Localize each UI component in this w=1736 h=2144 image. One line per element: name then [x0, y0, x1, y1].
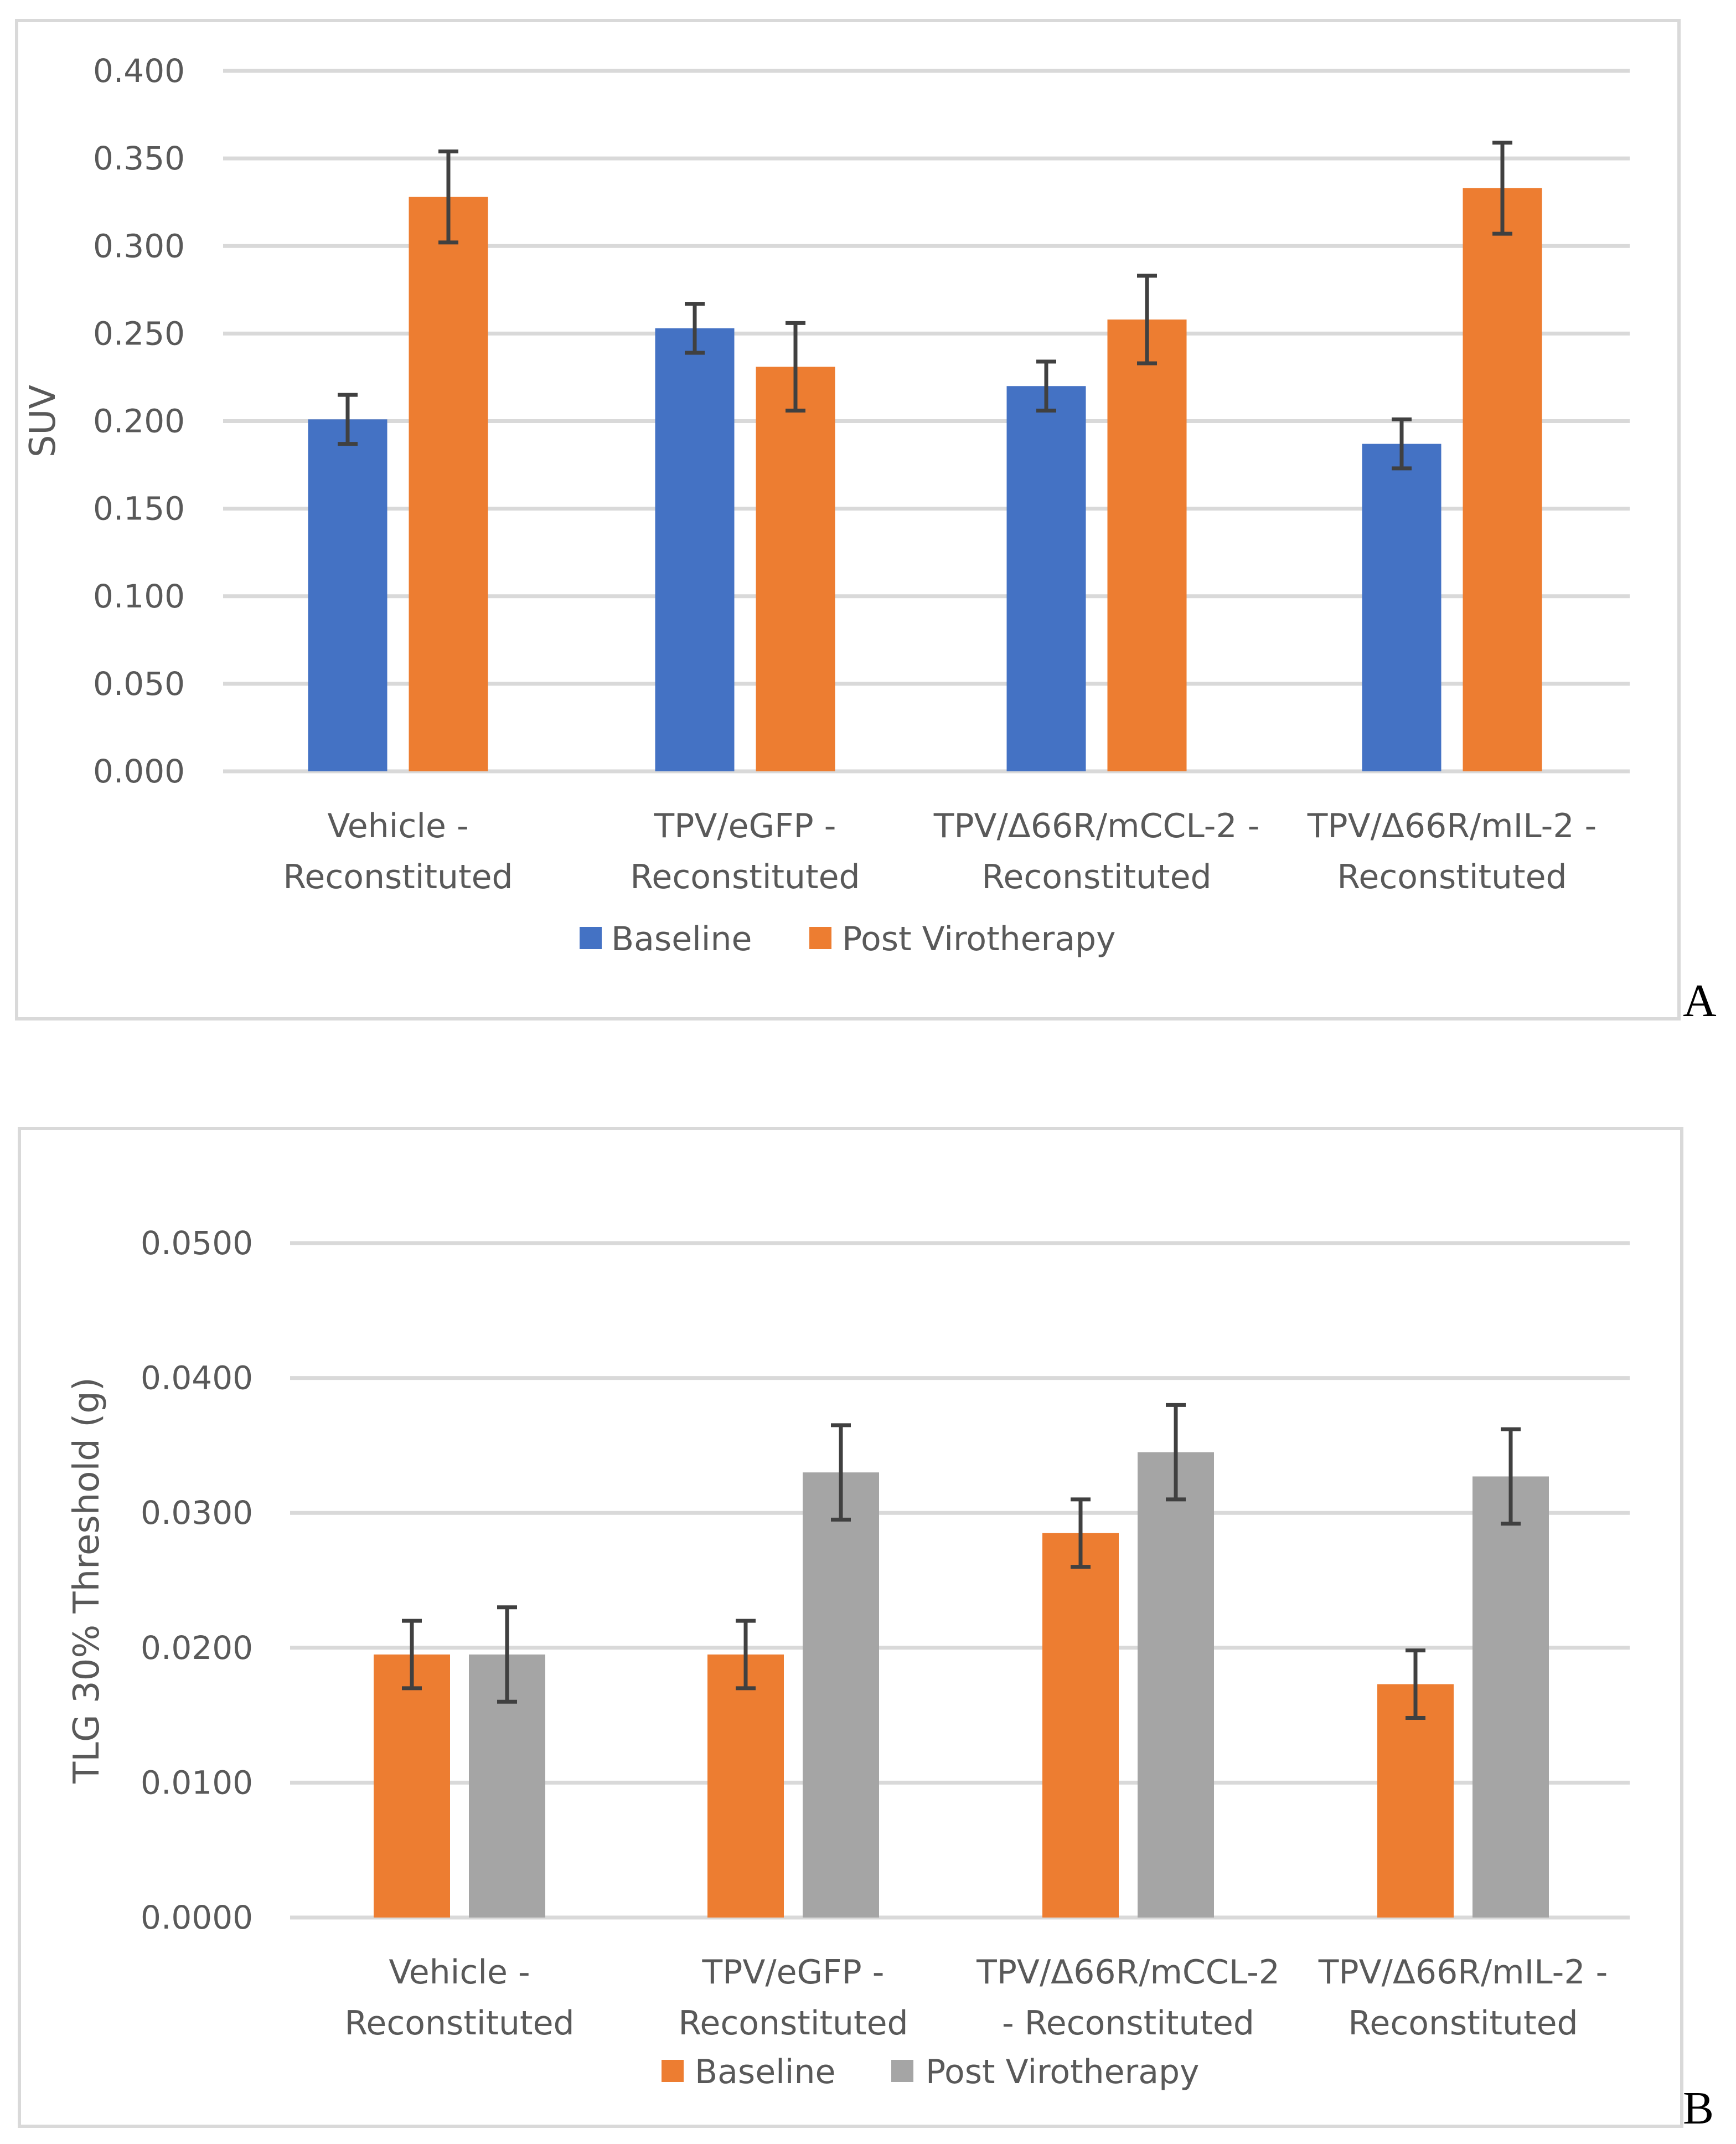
x-tick-label: Reconstituted — [283, 858, 513, 896]
bar-post-virotherapy — [1472, 1476, 1549, 1918]
y-tick-label: 0.0400 — [141, 1359, 253, 1397]
x-tick-label: Vehicle - — [327, 807, 468, 846]
error-bar — [1036, 359, 1056, 413]
panel-label: B — [1683, 2083, 1714, 2134]
x-tick-label: Vehicle - — [389, 1953, 530, 1992]
panel-label: A — [1683, 975, 1717, 1027]
error-bar — [497, 1605, 517, 1704]
error-bar — [1071, 1497, 1091, 1569]
error-bar — [1492, 141, 1512, 236]
legend-swatch — [580, 927, 602, 949]
x-tick-label: Reconstituted — [1337, 858, 1567, 896]
bar-baseline — [707, 1654, 784, 1918]
bar-post-virotherapy — [1107, 319, 1187, 771]
bar-baseline — [1377, 1684, 1454, 1918]
bar-post-virotherapy — [1463, 188, 1542, 772]
error-bar — [1406, 1648, 1425, 1720]
chart-panel-b: B 0.0000 0.0100 0.0200 0.0300 0.0400 0.0500 TLG… — [18, 1127, 1714, 2134]
error-bar — [685, 302, 705, 355]
y-tick-label: 0.000 — [93, 753, 185, 790]
y-tick-label: 0.150 — [93, 490, 185, 528]
y-tick-label: 0.200 — [93, 403, 185, 440]
x-tick-label: Reconstituted — [678, 2004, 908, 2043]
bar-baseline — [1362, 444, 1442, 771]
x-tick-label: TPV/Δ66R/mCCL-2 — [976, 1953, 1280, 1992]
y-tick-label: 0.0500 — [141, 1224, 253, 1262]
error-bar — [438, 149, 458, 245]
y-tick-label: 0.0100 — [141, 1764, 253, 1801]
x-tick-label: TPV/Δ66R/mIL-2 - — [1318, 1953, 1608, 1992]
y-tick-label: 0.0200 — [141, 1629, 253, 1667]
bar-baseline — [1006, 386, 1086, 771]
legend-label: Baseline — [695, 2053, 835, 2091]
x-tick-label: TPV/eGFP - — [654, 807, 836, 846]
x-tick-label: Reconstituted — [630, 858, 860, 896]
y-tick-label: 0.350 — [93, 140, 185, 177]
x-tick-label: TPV/Δ66R/mCCL-2 - — [933, 807, 1260, 846]
legend-swatch — [809, 927, 831, 949]
x-tick-label: - Reconstituted — [1002, 2004, 1254, 2043]
legend-label: Baseline — [611, 920, 752, 958]
error-bar — [831, 1423, 851, 1522]
error-bar — [1137, 274, 1157, 365]
error-bar — [1501, 1427, 1521, 1526]
x-tick-label: Reconstituted — [1348, 2004, 1578, 2043]
legend-label: Post Virotherapy — [842, 920, 1116, 958]
y-axis-title: TLG 30% Threshold (g) — [66, 1377, 107, 1784]
y-tick-label: 0.050 — [93, 665, 185, 703]
bar-post-virotherapy — [803, 1472, 879, 1918]
error-bar — [402, 1619, 422, 1691]
y-tick-label: 0.0000 — [141, 1899, 253, 1936]
bar-post-virotherapy — [409, 197, 488, 772]
y-tick-label: 0.250 — [93, 315, 185, 352]
y-axis-title: SUV — [23, 385, 64, 457]
bar-baseline — [308, 419, 388, 771]
legend-swatch — [891, 2060, 913, 2082]
error-bar — [338, 393, 358, 446]
y-tick-label: 0.300 — [93, 227, 185, 265]
bar-baseline — [374, 1654, 450, 1918]
bar-post-virotherapy — [756, 367, 835, 771]
x-tick-label: TPV/eGFP - — [702, 1953, 885, 1992]
y-tick-label: 0.100 — [93, 578, 185, 615]
error-bar — [1392, 417, 1412, 471]
x-tick-label: Reconstituted — [981, 858, 1211, 896]
legend-swatch — [662, 2060, 684, 2082]
y-tick-label: 0.400 — [93, 52, 185, 90]
legend-label: Post Virotherapy — [926, 2053, 1200, 2091]
bar-baseline — [1042, 1533, 1119, 1918]
error-bar — [736, 1619, 756, 1691]
error-bar — [786, 321, 805, 413]
chart-panel-a: A 0.000 0.050 0.100 0.150 0.200 0.250 0.300 0.35… — [15, 19, 1717, 1027]
x-tick-label: Reconstituted — [344, 2004, 574, 2043]
error-bar — [1166, 1403, 1186, 1502]
y-tick-label: 0.0300 — [141, 1494, 253, 1532]
bar-post-virotherapy — [1138, 1452, 1214, 1918]
x-tick-label: TPV/Δ66R/mIL-2 - — [1307, 807, 1596, 846]
bar-baseline — [655, 328, 735, 771]
